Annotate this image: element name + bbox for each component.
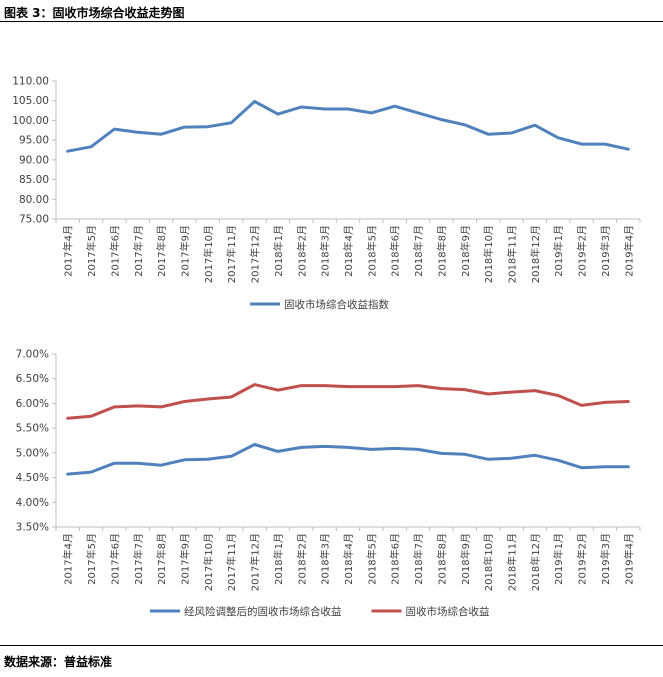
x-tick-label: 2018年7月 [412, 533, 425, 585]
x-tick-label: 2019年3月 [599, 533, 612, 585]
x-tick-label: 2018年3月 [319, 533, 332, 585]
x-tick-label: 2017年11月 [225, 533, 238, 591]
x-tick-label: 2018年2月 [295, 225, 308, 277]
x-tick-label: 2018年6月 [389, 225, 402, 277]
x-tick-label: 2018年10月 [482, 533, 495, 591]
x-tick-label: 2017年11月 [225, 225, 238, 283]
x-tick-label: 2018年6月 [389, 533, 402, 585]
x-tick-label: 2019年3月 [599, 225, 612, 277]
x-tick-label: 2018年9月 [459, 225, 472, 277]
series-line [66, 100, 630, 153]
x-tick-label: 2017年10月 [202, 533, 215, 591]
source-note: 数据来源：普益标准 [4, 655, 113, 669]
y-tick-label: 6.00% [16, 398, 49, 410]
x-tick-label: 2018年9月 [459, 533, 472, 585]
x-tick-label: 2018年12月 [529, 225, 542, 283]
x-tick-label: 2017年9月 [178, 225, 191, 277]
x-tick-label: 2019年1月 [552, 533, 565, 585]
x-tick-label: 2019年1月 [552, 225, 565, 277]
x-tick-label: 2018年2月 [295, 533, 308, 585]
x-tick-label: 2018年8月 [435, 533, 448, 585]
x-tick-label: 2017年12月 [249, 225, 262, 283]
y-tick-label: 80.00 [19, 194, 49, 206]
x-tick-label: 2018年4月 [342, 533, 355, 585]
y-tick-label: 5.00% [16, 447, 49, 459]
y-tick-label: 95.00 [19, 135, 49, 147]
x-tick-label: 2017年10月 [202, 225, 215, 283]
chart-fixed-income-returns: 3.50% 4.00% 4.50% 5.00% 5.50% 6.00% 6.50% 7.00%… [16, 349, 641, 618]
y-tick-label: 90.00 [19, 154, 49, 166]
x-tick-label: 2017年6月 [108, 225, 121, 277]
x-tick-label: 2018年7月 [412, 225, 425, 277]
x-tick-label: 2018年5月 [365, 533, 378, 585]
top-rule [0, 21, 663, 22]
y-tick-label: 110.00 [12, 76, 49, 88]
x-tick-label: 2018年12月 [529, 533, 542, 591]
x-tick-label: 2017年8月 [155, 533, 168, 585]
x-tick-label: 2018年8月 [435, 225, 448, 277]
x-tick-label: 2017年6月 [108, 533, 121, 585]
x-tick-label: 2017年7月 [132, 533, 145, 585]
y-tick-label: 3.50% [16, 522, 49, 534]
series-line [66, 443, 630, 476]
x-tick-label: 2017年5月 [85, 533, 98, 585]
x-tick-label: 2019年2月 [576, 225, 589, 277]
y-tick-label: 7.00% [16, 349, 49, 361]
x-tick-label: 2018年11月 [506, 225, 519, 283]
x-tick-label: 2017年5月 [85, 225, 98, 277]
x-tick-label: 2018年10月 [482, 225, 495, 283]
chart-fixed-income-index: 75.00 80.00 85.00 90.00 95.00 100.00 105.00 110… [12, 76, 641, 311]
y-tick-label: 4.00% [16, 497, 49, 509]
x-tick-label: 2019年4月 [622, 533, 635, 585]
y-tick-label: 4.50% [16, 472, 49, 484]
x-tick-label: 2017年4月 [62, 225, 75, 277]
x-tick-label: 2017年4月 [62, 533, 75, 585]
x-tick-label: 2018年5月 [365, 225, 378, 277]
x-tick-label: 2019年4月 [622, 225, 635, 277]
x-tick-label: 2017年9月 [178, 533, 191, 585]
legend-label: 固收市场综合收益指数 [284, 298, 389, 311]
x-tick-label: 2017年7月 [132, 225, 145, 277]
y-tick-label: 75.00 [19, 214, 49, 226]
x-tick-label: 2017年8月 [155, 225, 168, 277]
series-line [66, 383, 630, 420]
x-tick-label: 2017年12月 [249, 533, 262, 591]
x-tick-label: 2019年2月 [576, 533, 589, 585]
y-tick-label: 5.50% [16, 423, 49, 435]
x-tick-label: 2018年4月 [342, 225, 355, 277]
legend-label: 固收市场综合收益 [406, 605, 490, 618]
x-tick-label: 2018年1月 [272, 533, 285, 585]
x-tick-label: 2018年3月 [319, 225, 332, 277]
y-tick-label: 85.00 [19, 174, 49, 186]
bottom-rule [0, 645, 663, 646]
y-tick-label: 105.00 [12, 95, 49, 107]
y-tick-label: 6.50% [16, 373, 49, 385]
x-tick-label: 2018年11月 [506, 533, 519, 591]
y-tick-label: 100.00 [12, 115, 49, 127]
x-tick-label: 2018年1月 [272, 225, 285, 277]
figure-title: 图表 3：固收市场综合收益走势图 [4, 6, 185, 20]
legend-label: 经风险调整后的固收市场综合收益 [184, 605, 342, 618]
